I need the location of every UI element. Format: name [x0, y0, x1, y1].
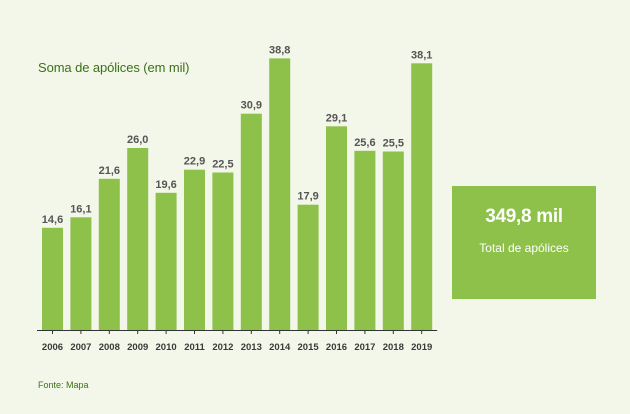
x-tick-label-2018: 2018 — [383, 342, 404, 353]
value-label-2016: 29,1 — [326, 112, 347, 124]
bar-2019 — [411, 63, 433, 331]
value-label-2014: 38,8 — [269, 44, 290, 56]
bar-2012 — [212, 172, 234, 330]
bar-2018 — [382, 151, 404, 330]
bar-2008 — [98, 178, 120, 330]
value-label-2018: 25,5 — [383, 138, 404, 150]
x-tick-label-2012: 2012 — [212, 342, 233, 353]
value-label-2012: 22,5 — [212, 159, 233, 171]
x-tick-label-2009: 2009 — [127, 342, 148, 353]
bar-2015 — [297, 204, 319, 330]
bars-layer: 14,6 16,1 21,6 26,0 19,6 22,9 22,5 30,9 38,8 17,9… — [42, 44, 433, 331]
x-tick-label-2017: 2017 — [354, 342, 375, 353]
bar-2014 — [269, 58, 291, 331]
bar-2013 — [240, 113, 262, 330]
value-label-2011: 22,9 — [184, 156, 205, 168]
bar-2009 — [127, 148, 149, 330]
x-tick-label-2008: 2008 — [99, 342, 120, 353]
x-tick-label-2016: 2016 — [326, 342, 347, 353]
value-label-2006: 14,6 — [42, 214, 63, 226]
total-value: 349,8 mil — [485, 206, 563, 227]
x-tick-label-2007: 2007 — [70, 342, 91, 353]
x-tick-label-2011: 2011 — [184, 342, 205, 353]
value-label-2015: 17,9 — [297, 191, 318, 203]
bar-2010 — [155, 192, 177, 330]
value-label-2013: 30,9 — [241, 100, 262, 112]
bar-2006 — [42, 227, 63, 330]
x-tick-label-2013: 2013 — [241, 342, 262, 353]
value-label-2010: 19,6 — [155, 179, 176, 191]
bar-2007 — [70, 217, 92, 330]
source-note: Fonte: Mapa — [38, 380, 89, 390]
value-label-2017: 25,6 — [354, 137, 375, 149]
x-tick-label-2019: 2019 — [411, 342, 432, 353]
x-tick-label-2010: 2010 — [156, 342, 177, 353]
bar-2017 — [354, 150, 376, 330]
chart-title: Soma de apólices (em mil) — [38, 60, 190, 75]
bar-2011 — [184, 169, 205, 330]
value-label-2007: 16,1 — [70, 203, 91, 215]
value-label-2009: 26,0 — [127, 134, 148, 146]
total-label: Total de apólices — [479, 241, 569, 255]
x-tick-label-2014: 2014 — [269, 342, 291, 353]
value-label-2008: 21,6 — [99, 165, 120, 177]
bar-2016 — [326, 126, 347, 330]
x-axis: 2006 2007 2008 2009 2010 2011 2012 2013 2014 2015… — [37, 330, 438, 353]
x-tick-label-2015: 2015 — [298, 342, 320, 353]
x-tick-label-2006: 2006 — [42, 342, 63, 353]
total-summary-card: 349,8 mil Total de apólices — [452, 186, 596, 299]
value-label-2019: 38,1 — [411, 49, 432, 61]
